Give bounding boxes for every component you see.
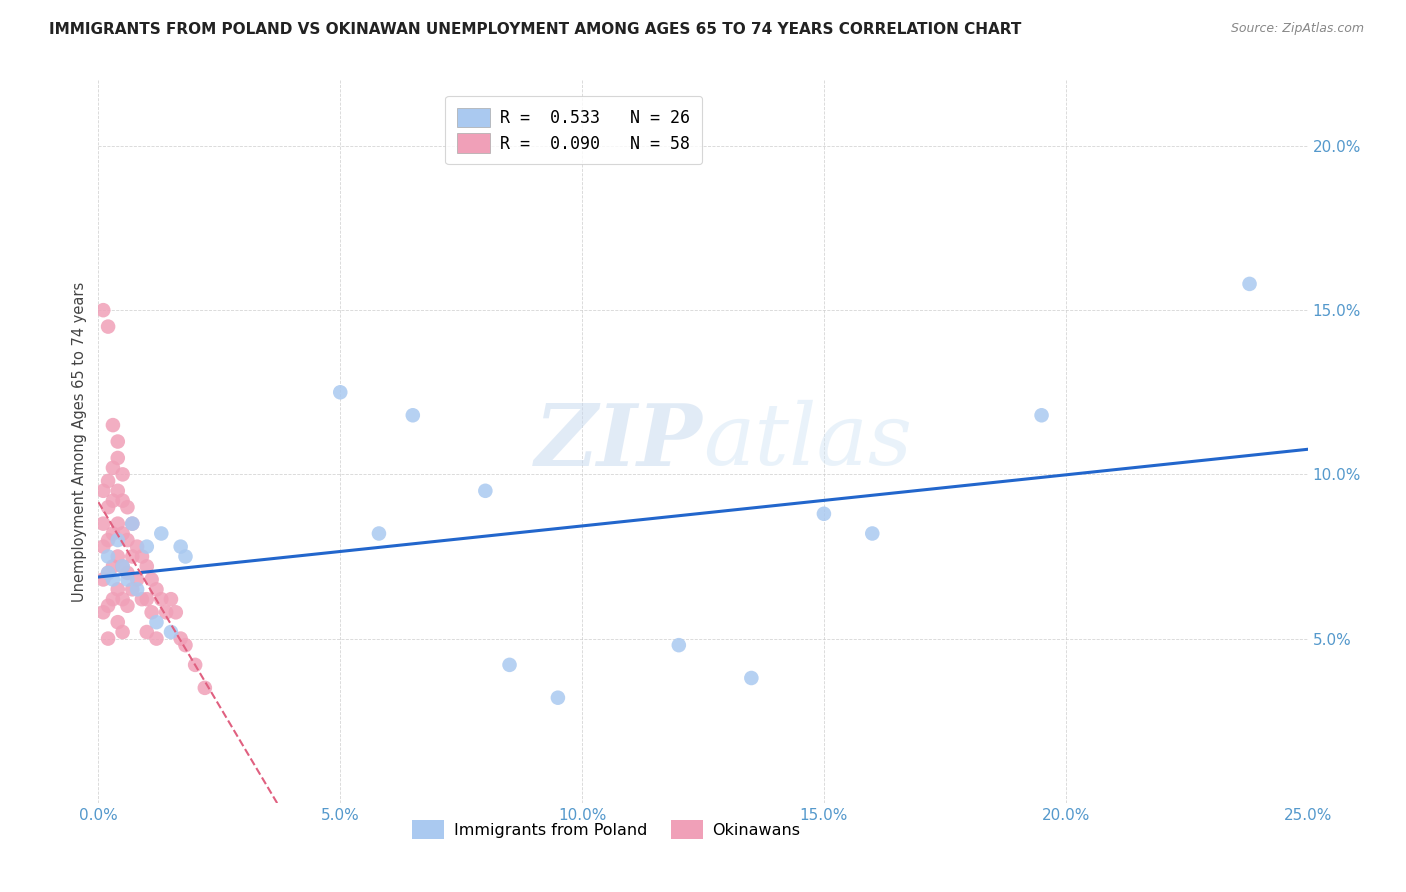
- Point: [1239, 277, 1261, 291]
- Point: [121, 549, 143, 564]
- Point: [111, 559, 134, 574]
- Point: [107, 516, 129, 531]
- Point: [160, 625, 183, 640]
- Point: [101, 592, 124, 607]
- Point: [131, 549, 153, 564]
- Point: [121, 582, 143, 597]
- Point: [117, 573, 139, 587]
- Point: [127, 573, 149, 587]
- Point: [150, 526, 173, 541]
- Point: [155, 605, 177, 619]
- Point: [117, 533, 139, 547]
- Text: atlas: atlas: [703, 401, 912, 483]
- Point: [117, 500, 139, 515]
- Point: [101, 493, 124, 508]
- Point: [165, 605, 187, 619]
- Point: [91, 540, 114, 554]
- Point: [97, 566, 120, 580]
- Point: [97, 632, 120, 646]
- Point: [97, 566, 120, 580]
- Text: IMMIGRANTS FROM POLAND VS OKINAWAN UNEMPLOYMENT AMONG AGES 65 TO 74 YEARS CORREL: IMMIGRANTS FROM POLAND VS OKINAWAN UNEMP…: [49, 22, 1022, 37]
- Point: [329, 385, 352, 400]
- Y-axis label: Unemployment Among Ages 65 to 74 years: Unemployment Among Ages 65 to 74 years: [72, 281, 87, 602]
- Point: [184, 657, 207, 672]
- Point: [91, 303, 114, 318]
- Point: [111, 625, 134, 640]
- Point: [121, 516, 143, 531]
- Point: [127, 540, 149, 554]
- Point: [117, 566, 139, 580]
- Point: [107, 582, 129, 597]
- Point: [169, 632, 191, 646]
- Point: [127, 582, 149, 597]
- Point: [91, 605, 114, 619]
- Point: [141, 605, 163, 619]
- Point: [498, 657, 520, 672]
- Point: [107, 615, 129, 630]
- Point: [174, 549, 197, 564]
- Text: Source: ZipAtlas.com: Source: ZipAtlas.com: [1230, 22, 1364, 36]
- Point: [131, 592, 153, 607]
- Point: [402, 409, 425, 423]
- Point: [813, 507, 835, 521]
- Point: [135, 559, 157, 574]
- Point: [150, 592, 173, 607]
- Point: [97, 500, 120, 515]
- Point: [547, 690, 569, 705]
- Point: [860, 526, 883, 541]
- Point: [121, 516, 143, 531]
- Point: [107, 483, 129, 498]
- Point: [117, 599, 139, 613]
- Point: [97, 599, 120, 613]
- Point: [135, 540, 157, 554]
- Point: [1031, 409, 1053, 423]
- Point: [668, 638, 690, 652]
- Point: [101, 573, 124, 587]
- Point: [101, 460, 124, 475]
- Point: [111, 559, 134, 574]
- Point: [97, 319, 120, 334]
- Point: [107, 434, 129, 449]
- Point: [111, 467, 134, 482]
- Point: [145, 615, 167, 630]
- Point: [111, 493, 134, 508]
- Point: [91, 516, 114, 531]
- Point: [101, 418, 124, 433]
- Point: [135, 625, 157, 640]
- Point: [111, 592, 134, 607]
- Point: [135, 592, 157, 607]
- Point: [91, 573, 114, 587]
- Point: [194, 681, 217, 695]
- Text: ZIP: ZIP: [536, 400, 703, 483]
- Point: [91, 483, 114, 498]
- Point: [97, 533, 120, 547]
- Point: [474, 483, 496, 498]
- Legend: Immigrants from Poland, Okinawans: Immigrants from Poland, Okinawans: [404, 813, 808, 847]
- Point: [101, 526, 124, 541]
- Point: [111, 526, 134, 541]
- Point: [97, 549, 120, 564]
- Point: [101, 559, 124, 574]
- Point: [97, 474, 120, 488]
- Point: [107, 533, 129, 547]
- Point: [145, 582, 167, 597]
- Point: [160, 592, 183, 607]
- Point: [145, 632, 167, 646]
- Point: [740, 671, 762, 685]
- Point: [368, 526, 391, 541]
- Point: [107, 549, 129, 564]
- Point: [169, 540, 191, 554]
- Point: [107, 450, 129, 465]
- Point: [141, 573, 163, 587]
- Point: [174, 638, 197, 652]
